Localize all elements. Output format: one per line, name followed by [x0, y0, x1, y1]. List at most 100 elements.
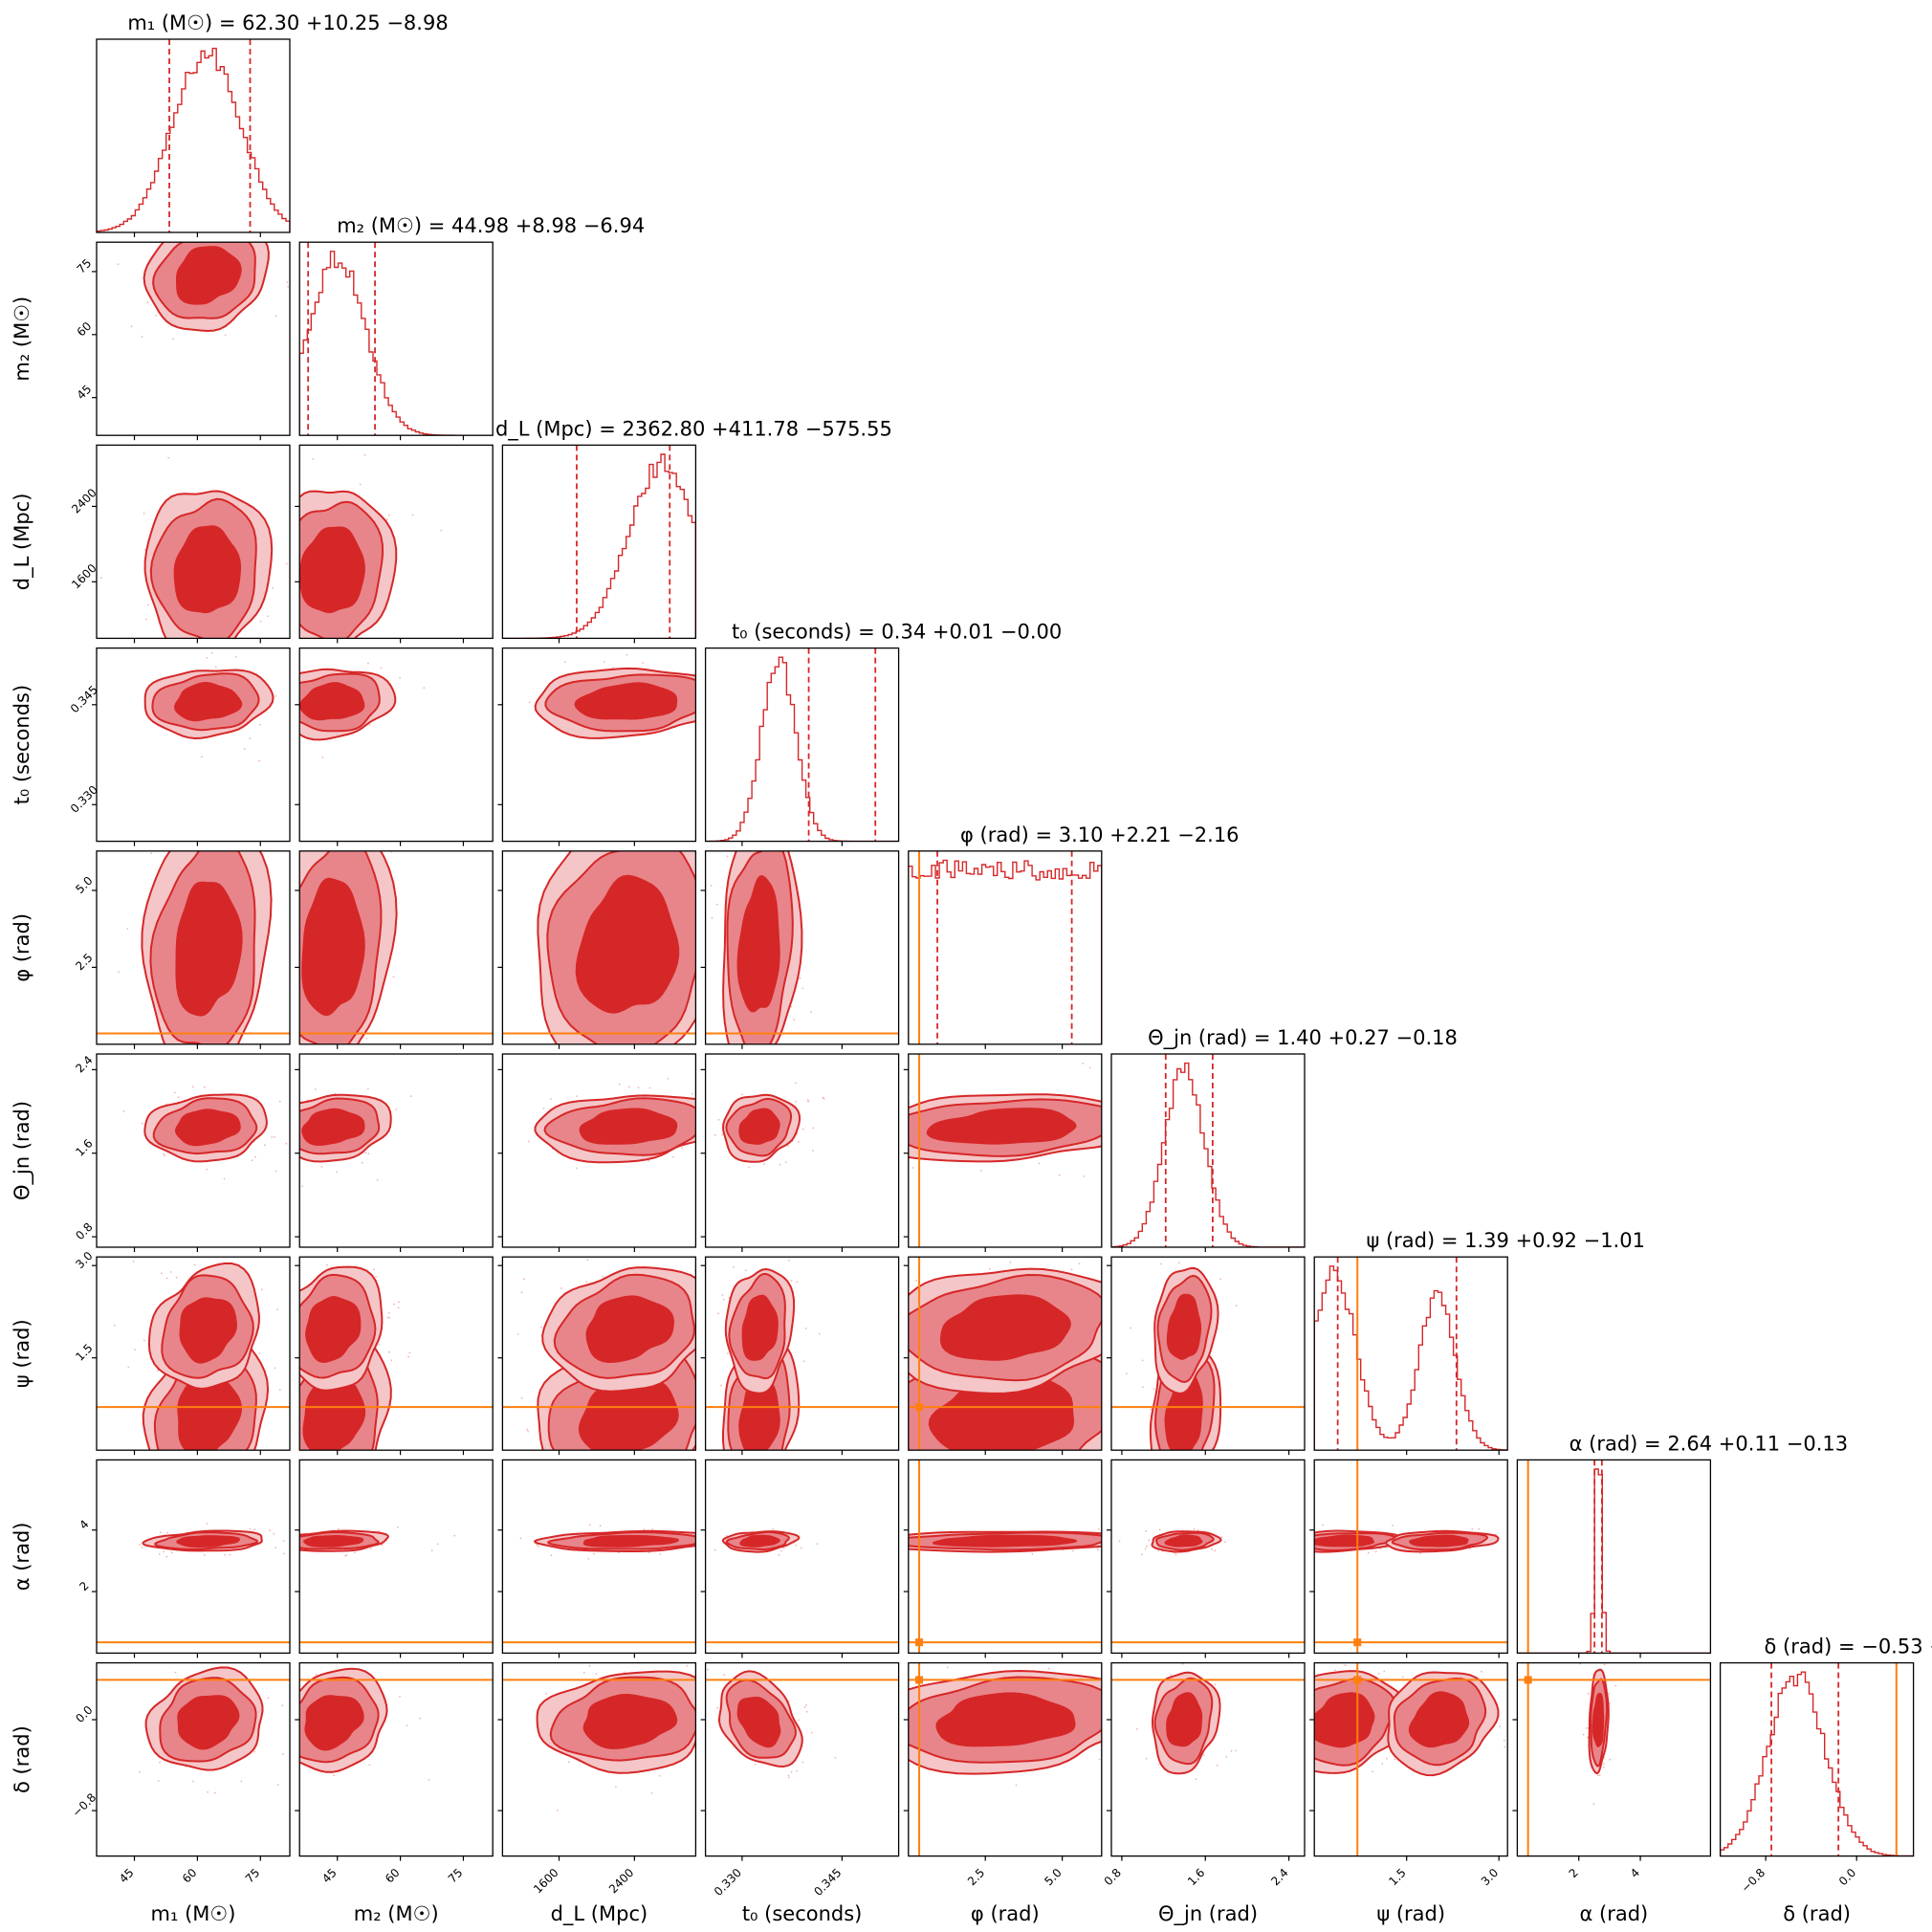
contour-1sigma: [1408, 1691, 1470, 1748]
scatter-panel-psi-vs-m1: [97, 1261, 290, 1451]
hist-panel-m2: [299, 242, 494, 436]
x-tick-label-phi: 5.0: [1042, 1866, 1064, 1888]
sample-point: [206, 1168, 209, 1171]
sample-point: [217, 661, 219, 663]
sample-point: [1118, 1540, 1121, 1543]
sample-point: [172, 196, 174, 198]
y-axis-label-alpha: α (rad): [11, 1523, 33, 1592]
sample-point: [883, 1131, 885, 1133]
sample-point: [1592, 1803, 1595, 1806]
sample-point: [296, 949, 298, 951]
sample-point: [224, 334, 227, 337]
sample-point: [575, 1467, 577, 1469]
y-tick-label-phi: 2.5: [73, 951, 95, 973]
sample-point: [198, 645, 200, 647]
contour-1sigma: [1166, 1692, 1203, 1747]
sample-point: [1098, 1758, 1101, 1761]
y-tick-label-delta: −0.8: [70, 1790, 99, 1820]
y-tick-label-psi: 1.5: [73, 1341, 95, 1363]
sample-point: [387, 514, 390, 516]
sample-point: [726, 1352, 729, 1354]
sample-point: [291, 722, 293, 724]
sample-point: [1478, 1527, 1481, 1530]
sample-point: [1225, 1756, 1228, 1758]
sample-point: [345, 1554, 348, 1556]
panel-frame: [1110, 1661, 1306, 1857]
sample-point: [207, 1790, 209, 1793]
sample-point: [698, 1766, 700, 1767]
sample-point: [1159, 1262, 1162, 1265]
sample-point: [699, 1535, 701, 1537]
sample-point: [700, 703, 702, 705]
sample-point: [801, 987, 804, 990]
sample-point: [651, 1528, 654, 1530]
sample-point: [224, 1553, 227, 1556]
sample-point: [660, 1072, 662, 1074]
sample-point: [708, 686, 710, 688]
sample-point: [627, 1086, 630, 1088]
sample-point: [283, 928, 285, 930]
sample-point: [576, 1095, 578, 1097]
sample-point: [958, 1205, 960, 1207]
sample-point: [296, 1121, 297, 1123]
sample-point: [746, 824, 748, 826]
sample-point: [1587, 1736, 1589, 1739]
sample-point: [1106, 1138, 1108, 1140]
sample-point: [381, 1544, 384, 1547]
sample-point: [697, 1723, 699, 1725]
y-tick-label-m2: 60: [75, 319, 95, 340]
sample-point: [802, 1360, 805, 1363]
sample-point: [1148, 1539, 1151, 1542]
sample-point: [1125, 1146, 1127, 1148]
sample-point: [720, 928, 722, 930]
x-tick-label-psi: 3.0: [1479, 1866, 1501, 1888]
sample-point: [755, 1066, 757, 1068]
sample-point: [1394, 1758, 1396, 1761]
panel-frame-theta: [1110, 1053, 1306, 1248]
sample-point: [371, 753, 373, 755]
sample-point: [763, 1163, 765, 1166]
sample-point: [828, 1133, 830, 1135]
x-tick-label-t0: 0.345: [811, 1866, 844, 1899]
sample-point: [206, 651, 208, 653]
sample-point: [1210, 1248, 1212, 1250]
scatter-panel-alpha-vs-t0: [705, 1528, 899, 1644]
sample-point: [314, 1088, 317, 1090]
sample-point: [698, 972, 700, 974]
sample-point: [1310, 1539, 1312, 1541]
hist-alpha: [1517, 1468, 1711, 1654]
scatter-panel-t0-vs-dL: [528, 654, 710, 739]
hist-m2: [299, 251, 494, 436]
sample-point: [367, 1153, 370, 1155]
sample-point: [278, 959, 280, 961]
sample-point: [274, 677, 275, 679]
sample-point: [274, 1547, 277, 1548]
sample-point: [1310, 1694, 1312, 1696]
sample-point: [163, 1550, 165, 1553]
sample-point: [1104, 1101, 1106, 1103]
panel-frame-delta: [1719, 1661, 1915, 1857]
sample-point: [699, 1711, 701, 1713]
sample-point: [436, 1543, 439, 1546]
panel-frame-m2: [298, 241, 494, 436]
sample-point: [545, 1692, 548, 1695]
scatter-panel-theta-vs-phi: [828, 1054, 1127, 1247]
sample-point: [368, 724, 371, 726]
sample-point: [1499, 1725, 1502, 1727]
sample-point: [272, 1538, 274, 1540]
panel-frame: [1313, 1459, 1508, 1655]
scatter-panel-phi-vs-t0: [698, 824, 899, 1068]
sample-point: [706, 1668, 709, 1671]
scatter-panel-alpha-vs-phi: [699, 1460, 1102, 1654]
sample-point: [720, 1384, 722, 1387]
contour-1sigma: [585, 1295, 675, 1364]
sample-point: [453, 1534, 456, 1537]
panel-frame: [96, 850, 291, 1045]
sample-point: [273, 1532, 275, 1535]
sample-point: [568, 1761, 570, 1764]
sample-point: [113, 1325, 116, 1327]
sample-point: [798, 1294, 800, 1296]
sample-point: [292, 1530, 294, 1532]
hist-panel-delta: [1720, 1662, 1914, 1856]
sample-point: [1135, 1728, 1138, 1730]
